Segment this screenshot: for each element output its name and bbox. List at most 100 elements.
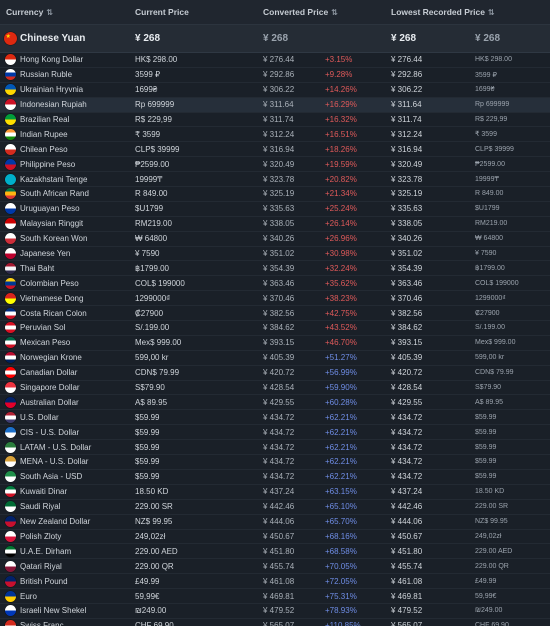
table-row[interactable]: Colombian Peso COL$ 199000 ¥ 363.46 +35.62%… [0,276,550,292]
table-row[interactable]: South Asia - USD $59.99 ¥ 434.72 +62.21% ¥ 4… [0,470,550,485]
price-difference-percent: +3.15% [325,55,353,65]
table-row[interactable]: Brazilian Real R$ 229,99 ¥ 311.74 +16.32% ¥ … [0,113,550,128]
lowest-price: ¥ 405.39 [391,353,423,363]
current-price: CDN$ 79.99 [135,368,180,378]
lowest-price: ¥ 444.06 [391,517,423,527]
lowest-price: ¥ 420.72 [391,368,423,378]
flag-icon-cell [0,441,20,453]
table-row[interactable]: Indian Rupee ₹ 3599 ¥ 312.24 +16.51% ¥ 312.2… [0,127,550,143]
currency-name: Euro [20,591,37,601]
table-row[interactable]: Euro 59,99€ ¥ 469.81 +75.31% ¥ 469.81 59,99€ [0,589,550,604]
current-price: $59.99 [135,457,160,467]
converted-price: ¥ 434.72 [263,412,295,422]
table-row[interactable]: Saudi Riyal 229.00 SR ¥ 442.46 +65.10% ¥ 442… [0,500,550,515]
flag-icon [4,382,16,394]
table-row[interactable]: Indonesian Rupiah Rp 699999 ¥ 311.64 +16.29… [0,97,550,113]
current-price: S$79.90 [135,383,165,393]
current-price: ₱2599.00 [135,159,170,169]
current-price: $59.99 [135,412,160,422]
lowest-current-price: R 849.00 [475,190,504,198]
table-row[interactable]: Uruguayan Peso $U1799 ¥ 335.63 +25.24% ¥ 335… [0,202,550,217]
table-row[interactable]: Israeli New Shekel ₪249.00 ¥ 479.52 +78.93%… [0,604,550,619]
table-row[interactable]: U.A.E. Dirham 229.00 AED ¥ 451.80 +68.58% ¥ … [0,544,550,560]
lowest-price: ¥ 434.72 [391,427,423,437]
lowest-current-price: 229.00 AED [475,547,513,555]
lowest-price: ¥ 306.22 [391,85,423,95]
table-row[interactable]: British Pound £49.99 ¥ 461.08 +72.05% ¥ 461.… [0,574,550,590]
table-row[interactable]: Thai Baht ฿1799.00 ¥ 354.39 +32.24% ¥ 354.39… [0,261,550,277]
table-row[interactable]: Singapore Dollar S$79.90 ¥ 428.54 +59.90% ¥ … [0,381,550,396]
flag-icon [4,396,16,408]
table-row[interactable]: Malaysian Ringgit RM219.00 ¥ 338.05 +26.14%… [0,217,550,232]
current-price: CHF 69.90 [135,621,174,626]
table-row[interactable]: Qatari Riyal 229.00 QR ¥ 455.74 +70.05% ¥ 45… [0,559,550,575]
flag-icon [4,248,16,260]
table-row[interactable]: Kazakhstani Tenge 19999₸ ¥ 323.78 +20.82% ¥ … [0,172,550,188]
current-price: 59,99€ [135,591,160,601]
price-difference-percent: +30.98% [325,249,357,259]
lowest-current-price: 1299000₫ [475,294,506,302]
table-row[interactable]: MENA - U.S. Dollar $59.99 ¥ 434.72 +62.21% ¥… [0,455,550,470]
table-row[interactable]: LATAM - U.S. Dollar $59.99 ¥ 434.72 +62.21%… [0,440,550,456]
converted-price: ¥ 338.05 [263,219,295,229]
price-difference-percent: +78.93% [325,606,357,616]
table-row[interactable]: New Zealand Dollar NZ$ 99.95 ¥ 444.06 +65.7… [0,515,550,530]
table-row[interactable]: Norwegian Krone 599,00 kr ¥ 405.39 +51.27% ¥… [0,351,550,366]
lowest-current-price: 249,02zł [475,532,502,540]
lowest-current-price: ₱2599.00 [475,160,505,168]
table-row[interactable]: CIS - U.S. Dollar $59.99 ¥ 434.72 +62.21% ¥ … [0,425,550,441]
sort-icon[interactable]: ⇅ [488,7,495,17]
table-row[interactable]: Peruvian Sol S/.199.00 ¥ 384.62 +43.52% ¥ 38… [0,321,550,336]
flag-icon [4,545,16,557]
table-row[interactable]: Mexican Peso Mex$ 999.00 ¥ 393.15 +46.70% ¥ … [0,336,550,351]
price-difference-percent: +26.14% [325,219,357,229]
currency-name: Polish Zloty [20,531,62,541]
sort-icon[interactable]: ⇅ [46,7,53,17]
current-price: ¥ 7590 [135,249,160,259]
table-row[interactable]: Canadian Dollar CDN$ 79.99 ¥ 420.72 +56.99%… [0,366,550,381]
price-difference-percent: +60.28% [325,397,357,407]
col-lowest-price-header[interactable]: Lowest Recorded Price ⇅ [391,7,550,17]
flag-icon [4,307,16,319]
flag-icon [4,69,16,81]
lowest-current-price: ₡27900 [475,309,500,317]
col-current-price-header[interactable]: Current Price [135,7,263,17]
currency-name: MENA - U.S. Dollar [20,457,89,467]
table-row[interactable]: Chilean Peso CLP$ 39999 ¥ 316.94 +18.26% ¥ 3… [0,142,550,158]
price-difference-percent: +68.16% [325,531,357,541]
table-row[interactable]: Polish Zloty 249,02zł ¥ 450.67 +68.16% ¥ 450… [0,530,550,545]
currency-name: U.S. Dollar [20,412,59,422]
table-row[interactable]: Russian Ruble 3599 ₽ ¥ 292.86 +9.28% ¥ 292.8… [0,68,550,83]
sort-icon[interactable]: ⇅ [331,7,338,17]
flag-icon-cell [0,277,20,289]
col-currency-header[interactable]: Currency ⇅ [0,7,135,17]
flag-icon [4,292,16,304]
table-row[interactable]: Ukrainian Hryvnia 1699₴ ¥ 306.22 +14.26% ¥ 3… [0,83,550,98]
currency-name: South African Rand [20,189,89,199]
price-difference-percent: +65.70% [325,517,357,527]
table-row[interactable]: South African Rand R 849.00 ¥ 325.19 +21.34… [0,187,550,202]
table-row[interactable]: Swiss Franc CHF 69.90 ¥ 565.07 +110.85% ¥ 56… [0,619,550,626]
flag-icon-cell [0,262,20,274]
table-row[interactable]: Philippine Peso ₱2599.00 ¥ 320.49 +19.59% ¥ … [0,157,550,173]
flag-icon-cell [0,203,20,215]
featured-row[interactable]: ★ Chinese Yuan ¥ 268 ¥ 268 ¥ 268 ¥ 268 [0,25,550,53]
flag-icon [4,84,16,96]
table-row[interactable]: Kuwaiti Dinar 18.50 KD ¥ 437.24 +63.15% ¥ 43… [0,485,550,500]
lowest-current-price: 18.50 KD [475,488,505,496]
flag-icon-cell [0,248,20,260]
flag-icon [4,143,16,155]
converted-price: ¥ 450.67 [263,531,295,541]
col-converted-price-header[interactable]: Converted Price ⇅ [263,7,391,17]
table-row[interactable]: U.S. Dollar $59.99 ¥ 434.72 +62.21% ¥ 434.72… [0,410,550,426]
table-row[interactable]: Costa Rican Colon ₡27900 ¥ 382.56 +42.75% ¥ … [0,306,550,322]
flag-icon-cell [0,367,20,379]
currency-name: Indonesian Rupiah [20,100,87,110]
table-row[interactable]: Australian Dollar A$ 89.95 ¥ 429.55 +60.28%… [0,395,550,411]
price-difference-percent: +32.24% [325,263,357,273]
table-row[interactable]: Hong Kong Dollar HK$ 298.00 ¥ 276.44 +3.15%… [0,53,550,68]
table-row[interactable]: Vietnamese Dong 1299000₫ ¥ 370.46 +38.23% ¥ … [0,291,550,307]
table-row[interactable]: South Korean Won ₩ 64800 ¥ 340.26 +26.96% ¥ … [0,232,550,247]
table-row[interactable]: Japanese Yen ¥ 7590 ¥ 351.02 +30.98% ¥ 351.0… [0,247,550,262]
